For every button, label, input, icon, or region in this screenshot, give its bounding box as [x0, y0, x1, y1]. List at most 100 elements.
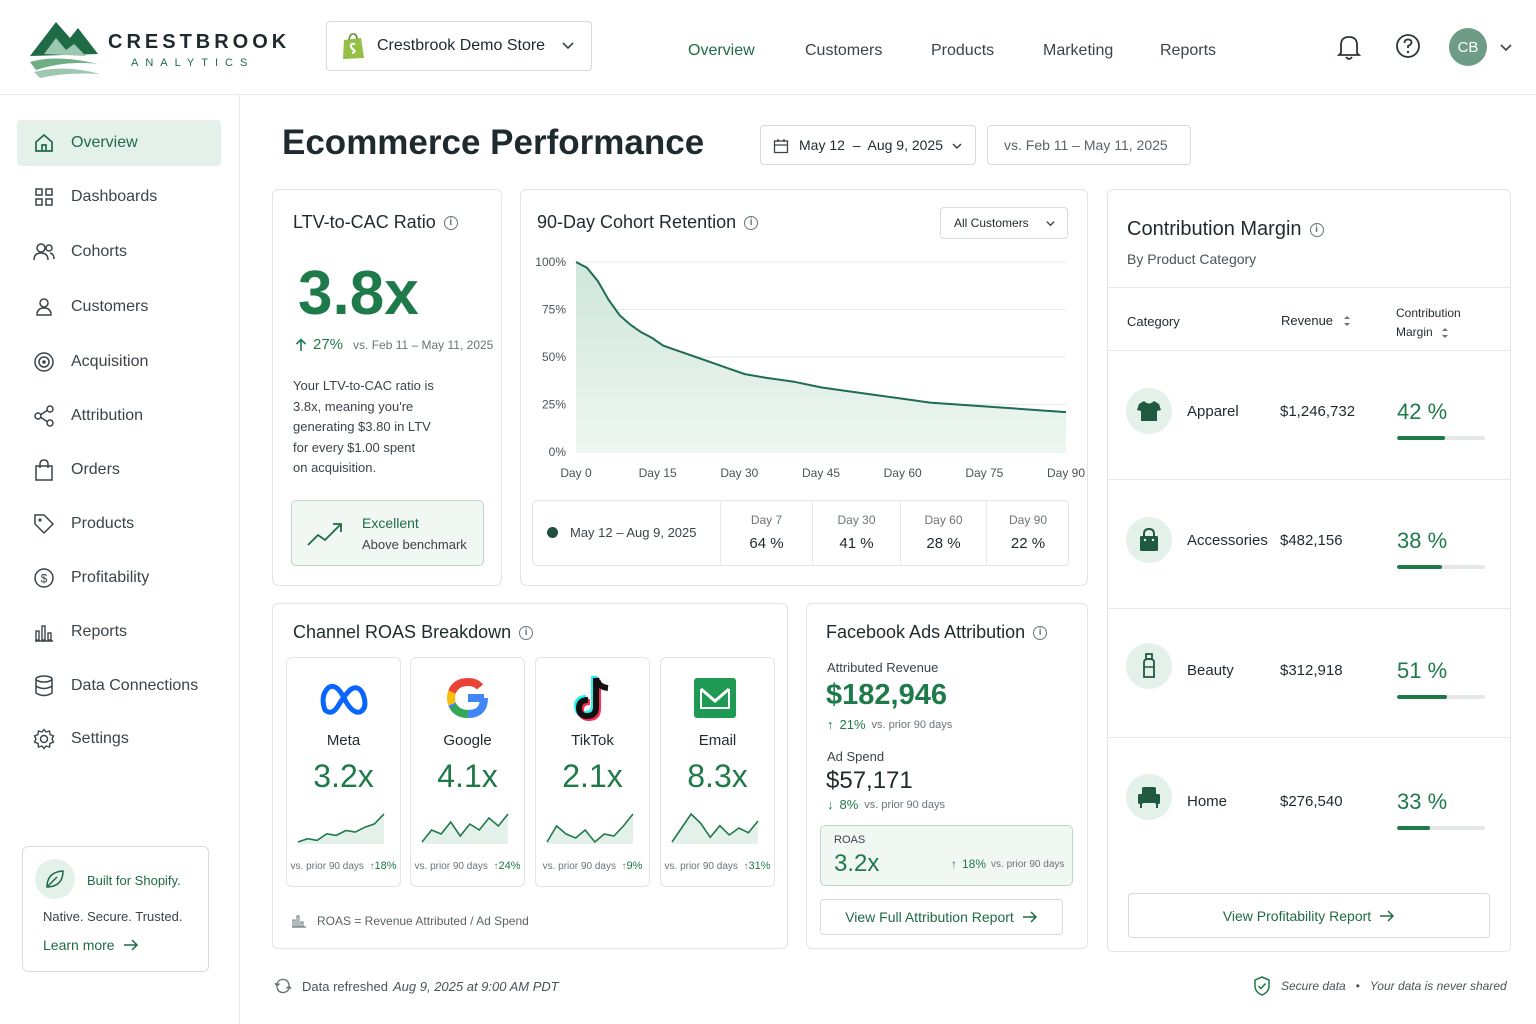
sidebar-item-label: Cohorts — [71, 243, 128, 260]
info-icon[interactable]: i — [1033, 625, 1048, 640]
sidebar-item-settings[interactable]: Settings — [17, 716, 221, 762]
legend-label: May 12 – Aug 9, 2025 — [570, 525, 697, 540]
channel-roas-card: Channel ROAS Breakdown i ROAS = Revenue … — [272, 603, 788, 949]
margin-bar — [1397, 436, 1485, 440]
channel-card-tiktok[interactable]: TikTok 2.1x vs. prior 90 days ↑9% — [535, 657, 650, 887]
channel-change: vs. prior 90 days ↑9% — [542, 860, 643, 872]
fb-revenue-label: Attributed Revenue — [827, 660, 939, 675]
fb-roas-box: ROAS 3.2x ↑ 18% vs. prior 90 days — [820, 825, 1073, 886]
nav-overview[interactable]: Overview — [688, 42, 755, 59]
sparkline-line — [421, 813, 509, 843]
sidebar-item-label: Attribution — [71, 407, 144, 424]
arrow-up-icon — [295, 337, 307, 351]
customer-filter-select[interactable]: All Customers — [940, 207, 1068, 239]
ltv-desc-line: on acquisition. — [293, 460, 377, 475]
sidebar-item-acquisition[interactable]: Acquisition — [17, 339, 221, 385]
table-row[interactable]: Accessories $482,156 38 % — [1108, 479, 1510, 608]
date-range-label: May 12 – Aug 9, 2025 — [799, 137, 943, 153]
fb-revenue: $182,946 — [826, 679, 947, 711]
view-attribution-report-button[interactable]: View Full Attribution Report — [820, 899, 1063, 935]
arrow-right-icon — [1380, 909, 1395, 922]
sidebar-item-overview[interactable]: Overview — [17, 120, 221, 166]
table-row[interactable]: Beauty $312,918 51 % — [1108, 608, 1510, 737]
y-tick-label: 0% — [549, 445, 567, 459]
store-name: Crestbrook Demo Store — [377, 37, 546, 54]
share-icon — [34, 405, 54, 427]
nav-reports[interactable]: Reports — [1160, 42, 1217, 59]
help-icon[interactable] — [1395, 33, 1421, 59]
ltv-cac-card: LTV-to-CAC Ratio i 3.8x 27% vs. Feb 11 –… — [272, 189, 502, 586]
sidebar-item-label: Overview — [71, 134, 138, 151]
ltv-desc-line: for every $1.00 spent — [293, 439, 416, 455]
change-value: 24% — [498, 860, 521, 872]
sidebar-item-label: Acquisition — [71, 353, 149, 370]
roas-label: ROAS — [834, 834, 866, 846]
date-range-picker[interactable]: May 12 – Aug 9, 2025 — [760, 125, 976, 165]
info-icon[interactable]: i — [744, 215, 759, 230]
col-revenue-sort[interactable]: Revenue — [1281, 313, 1351, 328]
margin-bar-fill — [1397, 695, 1448, 699]
compare-range-button[interactable]: vs. Feb 11 – May 11, 2025 — [987, 125, 1191, 165]
y-tick-label: 25% — [542, 398, 566, 412]
crestbrook-logo-icon[interactable] — [26, 14, 102, 80]
bag-icon — [1140, 528, 1158, 551]
channel-change: vs. prior 90 days ↑24% — [414, 860, 521, 872]
change-label: vs. prior 90 days — [871, 718, 953, 731]
table-row[interactable]: Apparel $1,246,732 42 % — [1108, 350, 1510, 479]
sidebar-item-reports[interactable]: Reports — [17, 609, 221, 655]
store-selector[interactable]: Crestbrook Demo Store — [326, 21, 592, 71]
bell-icon[interactable] — [1336, 33, 1362, 61]
retention-day7: Day 7 64 % — [720, 500, 812, 566]
fb-card-title: Facebook Ads Attribution i — [826, 622, 1048, 643]
ltv-desc-line: Your LTV-to-CAC ratio is — [293, 378, 434, 393]
category-margin: 38 % — [1397, 528, 1448, 553]
user-avatar[interactable]: CB — [1449, 28, 1487, 66]
chevron-down-icon[interactable] — [1499, 40, 1513, 54]
sidebar-item-label: Customers — [71, 298, 149, 315]
sort-icon — [1441, 327, 1448, 338]
sidebar-item-dashboards[interactable]: Dashboards — [17, 174, 221, 220]
google-logo-icon — [447, 677, 488, 719]
data-refreshed: Data refreshed Aug 9, 2025 at 9:00 AM PD… — [274, 977, 559, 995]
chevron-down-icon — [952, 143, 962, 150]
sidebar-item-data-connections[interactable]: Data Connections — [17, 663, 221, 709]
channel-card-google[interactable]: Google 4.1x vs. prior 90 days ↑24% — [410, 657, 525, 887]
category-name: Apparel — [1187, 403, 1239, 420]
channel-card-meta[interactable]: Meta 3.2x vs. prior 90 days ↑18% — [286, 657, 401, 887]
sidebar-item-products[interactable]: Products — [17, 501, 221, 547]
col-margin-sort[interactable]: Contribution Margin — [1396, 304, 1461, 342]
sidebar-item-profitability[interactable]: $ Profitability — [17, 555, 221, 601]
view-profitability-report-button[interactable]: View Profitability Report — [1128, 893, 1490, 938]
roas-change: ↑ 18% vs. prior 90 days — [951, 857, 1065, 871]
sidebar-item-customers[interactable]: Customers — [17, 284, 221, 330]
info-icon[interactable]: i — [519, 625, 534, 640]
fb-title-label: Facebook Ads Attribution — [826, 622, 1026, 642]
leaf-icon — [46, 870, 64, 888]
nav-customers[interactable]: Customers — [805, 42, 883, 59]
learn-more-link[interactable]: Learn more — [43, 937, 139, 953]
nav-products[interactable]: Products — [931, 42, 995, 59]
ltv-title-label: LTV-to-CAC Ratio — [293, 212, 436, 232]
info-icon[interactable]: i — [1309, 222, 1324, 237]
x-tick-label: Day 75 — [965, 466, 1003, 480]
shirt-icon — [1137, 401, 1161, 421]
category-revenue: $1,246,732 — [1280, 403, 1356, 420]
channel-change: vs. prior 90 days ↑18% — [290, 860, 397, 872]
nav-marketing[interactable]: Marketing — [1043, 42, 1114, 59]
channel-card-email[interactable]: Email 8.3x vs. prior 90 days ↑31% — [660, 657, 775, 887]
category-name: Home — [1187, 793, 1228, 810]
info-icon[interactable]: i — [443, 215, 458, 230]
shopify-promo: Built for Shopify. Native. Secure. Trust… — [22, 846, 209, 972]
y-tick-label: 100% — [535, 255, 566, 269]
change-value: 9% — [626, 860, 643, 872]
category-name: Beauty — [1187, 662, 1234, 679]
table-row[interactable]: Home $276,540 33 % — [1108, 737, 1510, 868]
ltv-description: Your LTV-to-CAC ratio is 3.8x, meaning y… — [293, 376, 434, 479]
refresh-icon[interactable] — [274, 977, 292, 995]
channel-roas-value: 8.3x — [687, 758, 748, 794]
sidebar-item-cohorts[interactable]: Cohorts — [17, 229, 221, 275]
sidebar-item-attribution[interactable]: Attribution — [17, 393, 221, 439]
leaf-icon-wrap — [35, 859, 75, 899]
sidebar-item-orders[interactable]: Orders — [17, 447, 221, 493]
channel-sparkline — [546, 813, 634, 844]
